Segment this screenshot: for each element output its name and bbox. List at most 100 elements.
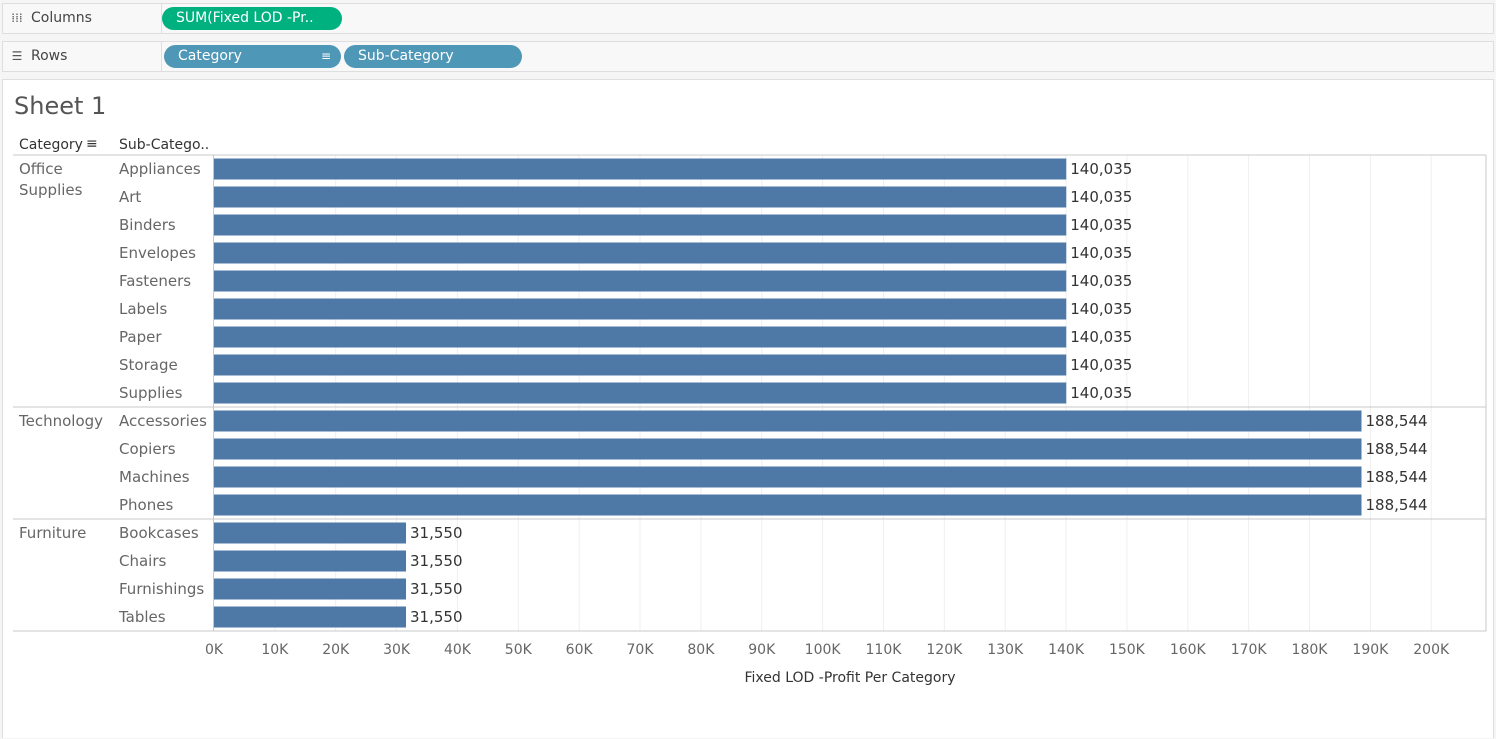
sub-category-label: Phones — [119, 496, 173, 514]
x-tick-label: 90K — [748, 642, 776, 658]
x-tick-label: 160K — [1170, 642, 1207, 658]
x-tick-label: 150K — [1109, 642, 1146, 658]
sub-category-label: Appliances — [119, 160, 201, 178]
worksheet-canvas: Sheet 1 Category ≡ Sub-Catego.. Office Suppl… — [2, 79, 1494, 738]
sub-category-label: Paper — [119, 328, 162, 346]
rows-icon: ☰ — [11, 49, 23, 63]
x-tick-label: 80K — [687, 642, 715, 658]
x-tick-label: 30K — [383, 642, 411, 658]
sub-category-label: Envelopes — [119, 244, 196, 262]
sub-category-label: Machines — [119, 468, 190, 486]
x-tick-label: 100K — [805, 642, 842, 658]
data-label: 31,550 — [410, 580, 463, 598]
measure-pill-fixed-lod[interactable]: SUM(Fixed LOD -Pr.. — [162, 7, 342, 30]
data-label: 31,550 — [410, 524, 463, 542]
data-label: 140,035 — [1070, 272, 1132, 290]
dimension-pill-category[interactable]: Category ≡ — [164, 45, 341, 68]
shelf-divider — [161, 4, 162, 33]
x-tick-label: 190K — [1352, 642, 1389, 658]
sub-category-label: Chairs — [119, 552, 167, 570]
sub-category-label: Bookcases — [119, 524, 199, 542]
rows-shelf-label: ☰ Rows — [11, 42, 68, 71]
data-label: 188,544 — [1366, 440, 1428, 458]
data-label: 140,035 — [1070, 244, 1132, 262]
bar — [214, 242, 1067, 264]
bar — [214, 214, 1067, 236]
row-header-category: Category — [19, 137, 83, 153]
data-label: 140,035 — [1070, 216, 1132, 234]
sub-category-label: Art — [119, 188, 141, 206]
shelf-divider — [161, 42, 162, 71]
x-tick-label: 60K — [566, 642, 594, 658]
sub-category-label: Copiers — [119, 440, 176, 458]
sheet-title: Sheet 1 — [14, 92, 107, 120]
bar — [214, 326, 1067, 348]
x-tick-label: 70K — [627, 642, 655, 658]
sub-category-label: Storage — [119, 356, 178, 374]
bar — [214, 298, 1067, 320]
columns-shelf: ⁞⁞⁞ Columns SUM(Fixed LOD -Pr.. — [2, 3, 1494, 34]
columns-shelf-label: ⁞⁞⁞ Columns — [11, 4, 92, 33]
bar — [214, 270, 1067, 292]
bar — [214, 186, 1067, 208]
data-label: 140,035 — [1070, 300, 1132, 318]
data-label: 188,544 — [1366, 412, 1428, 430]
data-label: 188,544 — [1366, 468, 1428, 486]
sub-category-label: Binders — [119, 216, 176, 234]
bar — [214, 578, 407, 600]
rows-shelf: ☰ Rows Category ≡ Sub-Category — [2, 41, 1494, 72]
bar — [214, 382, 1067, 404]
category-label: Furniture — [19, 524, 86, 542]
x-tick-label: 130K — [987, 642, 1024, 658]
sort-icon: ≡ — [86, 136, 98, 152]
x-tick-label: 0K — [205, 642, 224, 658]
sort-descending-icon[interactable]: ≡ — [320, 49, 331, 63]
category-label: Supplies — [19, 181, 83, 199]
dimension-pill-sub-category[interactable]: Sub-Category — [344, 45, 522, 68]
x-tick-label: 120K — [926, 642, 963, 658]
x-tick-label: 20K — [322, 642, 350, 658]
x-axis-title: Fixed LOD -Profit Per Category — [744, 670, 955, 686]
x-tick-label: 170K — [1231, 642, 1268, 658]
bar — [214, 494, 1362, 516]
sub-category-label: Supplies — [119, 384, 183, 402]
bar — [214, 158, 1067, 180]
bar-chart: Category ≡ Sub-Catego.. Office Supplies Appli… — [13, 136, 1487, 686]
x-tick-label: 10K — [261, 642, 289, 658]
sub-category-label: Furnishings — [119, 580, 204, 598]
pill-label: Sub-Category — [358, 48, 454, 64]
x-tick-label: 40K — [444, 642, 472, 658]
bar — [214, 550, 407, 572]
data-label: 31,550 — [410, 552, 463, 570]
data-label: 140,035 — [1070, 328, 1132, 346]
bar — [214, 466, 1362, 488]
rows-label: Rows — [31, 48, 68, 64]
sub-category-label: Accessories — [119, 412, 207, 430]
bar — [214, 438, 1362, 460]
pill-label: SUM(Fixed LOD -Pr.. — [176, 10, 314, 26]
columns-label: Columns — [31, 10, 92, 26]
columns-icon: ⁞⁞⁞ — [11, 11, 23, 25]
data-label: 140,035 — [1070, 356, 1132, 374]
x-tick-label: 200K — [1413, 642, 1450, 658]
data-label: 140,035 — [1070, 188, 1132, 206]
bar — [214, 410, 1362, 432]
sub-category-label: Labels — [119, 300, 167, 318]
x-tick-label: 110K — [866, 642, 903, 658]
sub-category-label: Tables — [118, 608, 166, 626]
data-label: 31,550 — [410, 608, 463, 626]
x-tick-label: 50K — [505, 642, 533, 658]
bar — [214, 606, 407, 628]
data-label: 140,035 — [1070, 160, 1132, 178]
row-header-sub-category: Sub-Catego.. — [119, 137, 209, 153]
category-label: Technology — [18, 412, 103, 430]
x-tick-label: 140K — [1048, 642, 1085, 658]
data-label: 188,544 — [1366, 496, 1428, 514]
bar — [214, 354, 1067, 376]
x-tick-label: 180K — [1292, 642, 1329, 658]
pill-label: Category — [178, 48, 242, 64]
sub-category-label: Fasteners — [119, 272, 191, 290]
data-label: 140,035 — [1070, 384, 1132, 402]
bar — [214, 522, 407, 544]
category-label: Office — [19, 160, 63, 178]
